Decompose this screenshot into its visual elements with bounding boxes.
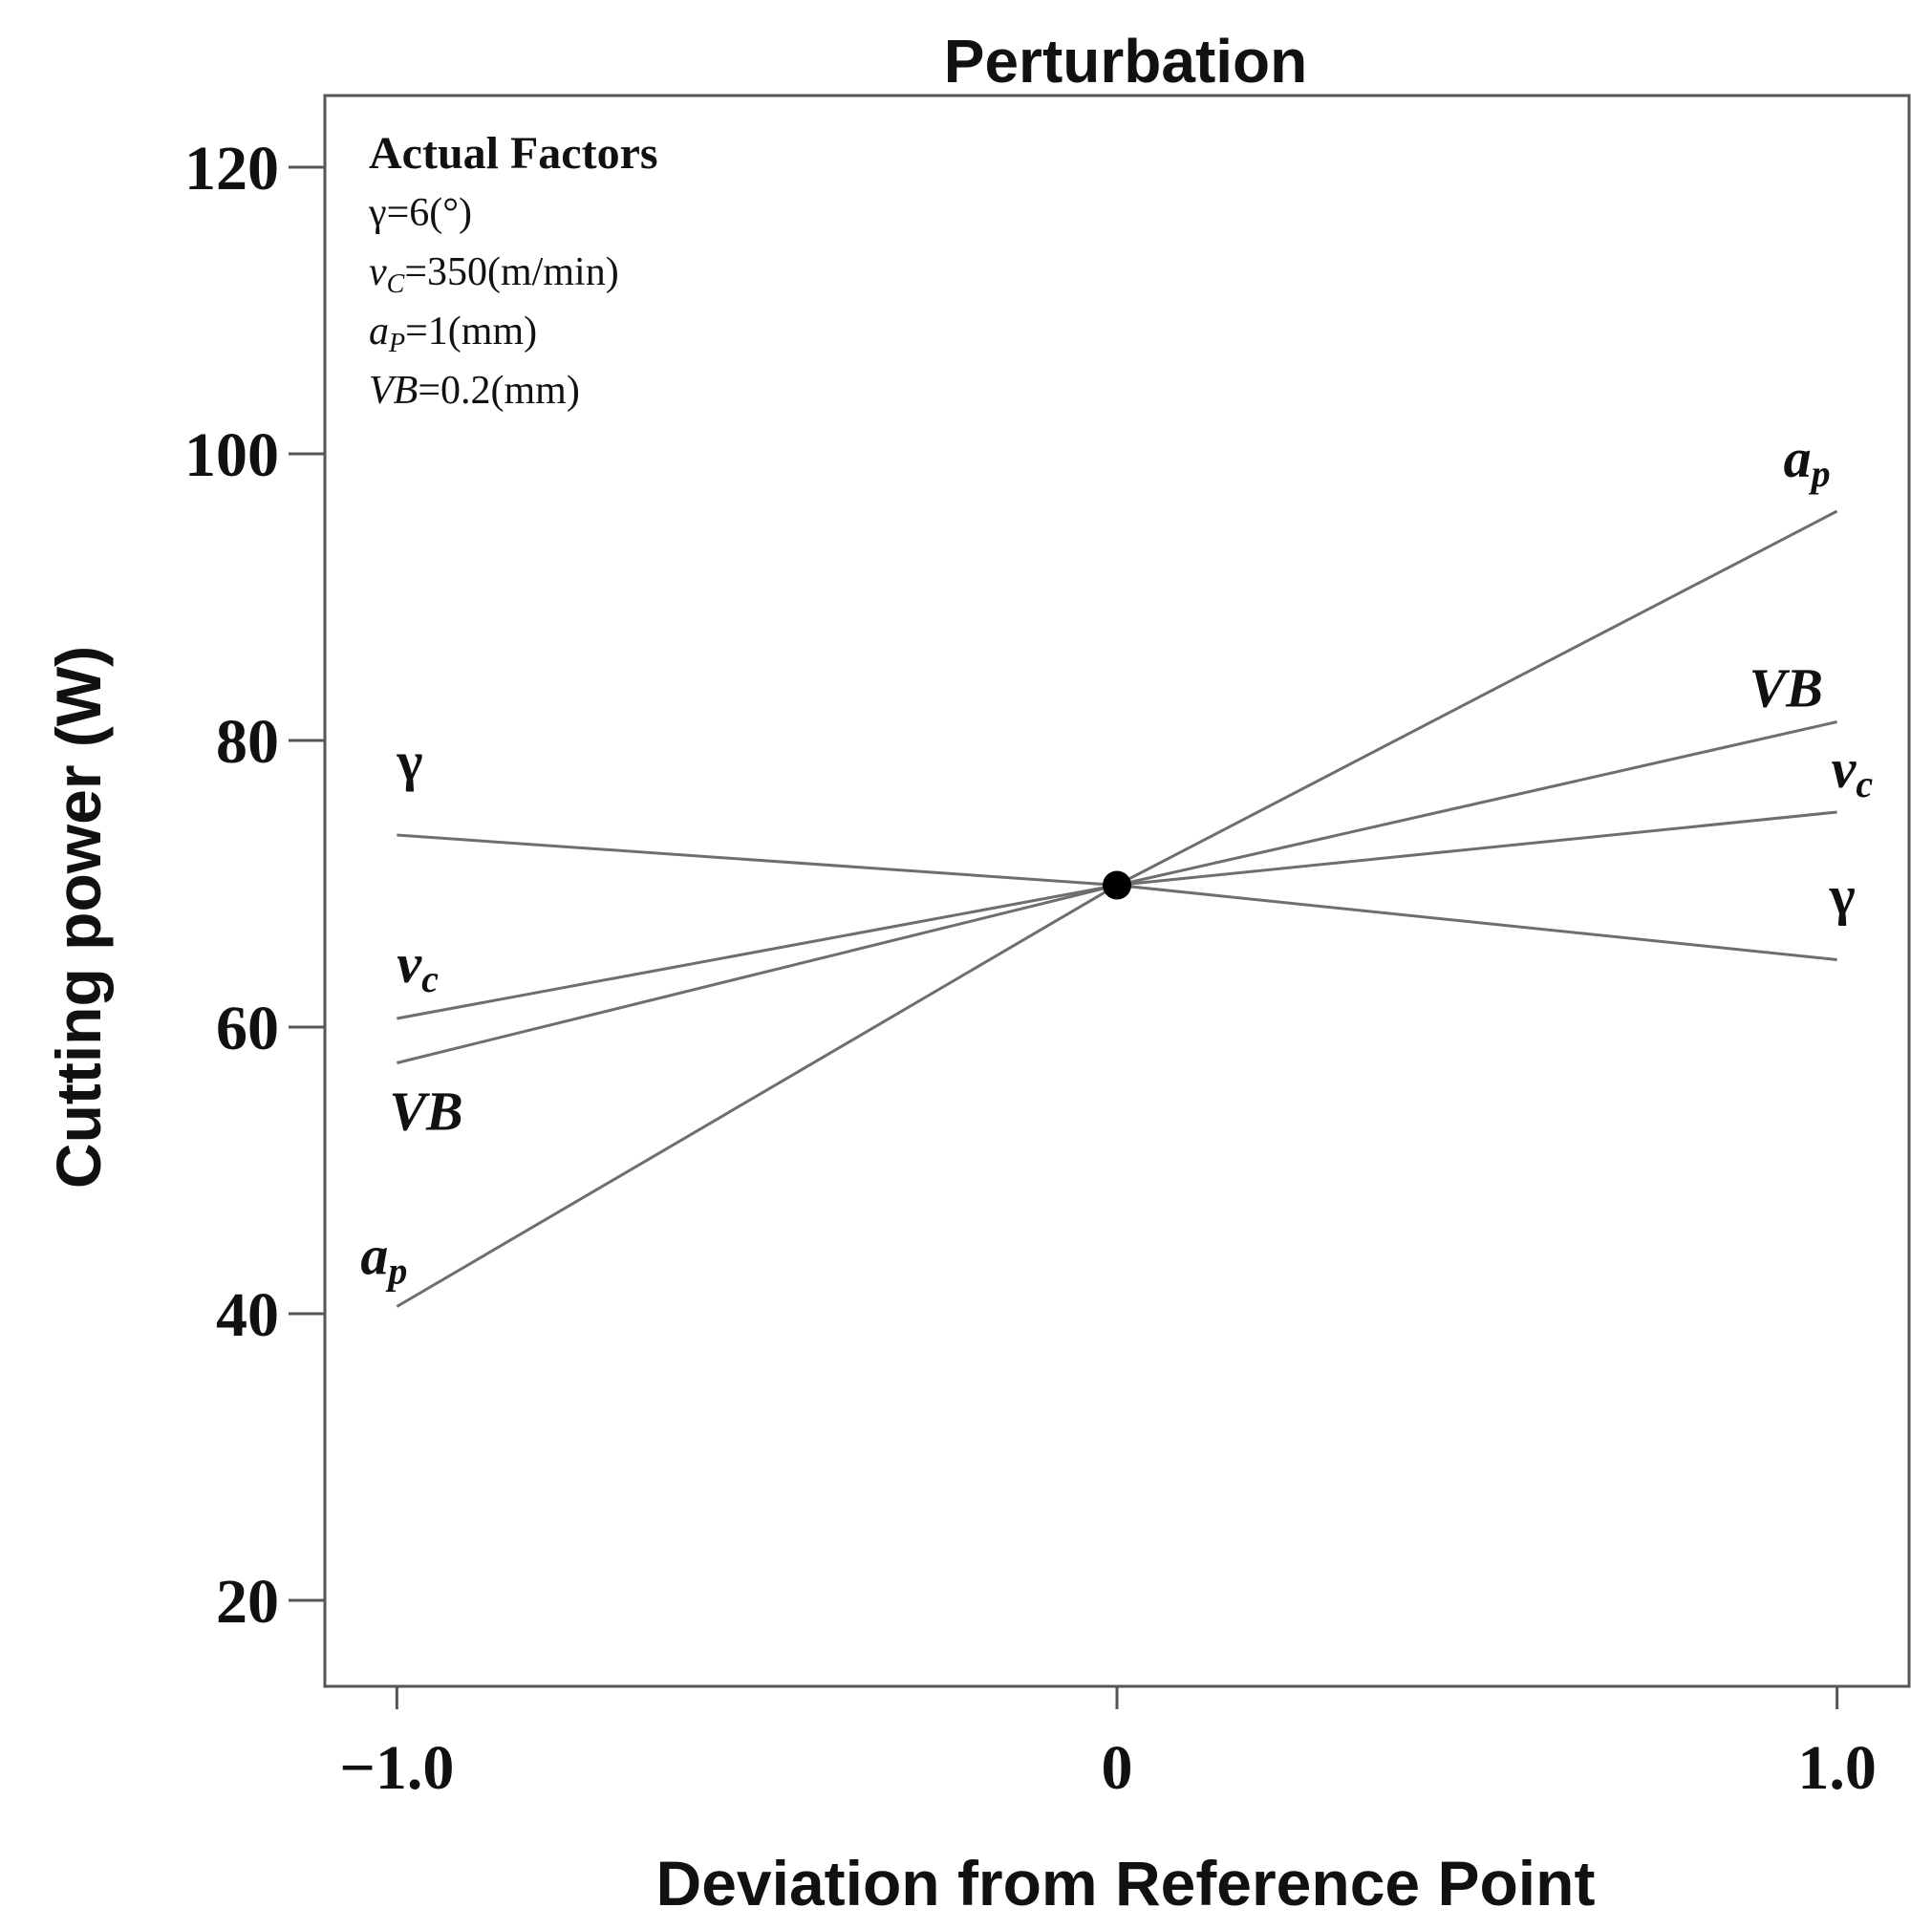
x-tick-label: 1.0 <box>1797 1733 1877 1803</box>
y-tick-label: 120 <box>184 134 279 204</box>
actual-factor-line: vC=350(m/min) <box>369 250 619 299</box>
actual-factor-line: γ=6(°) <box>368 191 472 235</box>
x-tick-label: 0 <box>1102 1733 1133 1803</box>
y-tick-label: 20 <box>216 1567 279 1637</box>
chart-title: Perturbation <box>944 27 1307 96</box>
reference-point-marker <box>1103 870 1131 900</box>
y-tick-label: 40 <box>216 1280 279 1350</box>
series-label-a-left: ap <box>360 1225 407 1293</box>
reference-marker-layer <box>1103 870 1131 900</box>
series-label-vb-left: VB <box>389 1081 462 1143</box>
series-line-a <box>396 509 1838 1308</box>
actual-factor-line: VB=0.2(mm) <box>369 369 580 413</box>
x-axis-title: Deviation from Reference Point <box>656 1848 1596 1918</box>
y-tick-label: 100 <box>184 420 279 490</box>
series-label-gamma-right: γ <box>1829 865 1856 927</box>
y-axis-title: Cutting power (W) <box>43 646 114 1189</box>
x-axis: −1.0 0 1.0 <box>339 1686 1877 1803</box>
actual-factors-list: γ=6(°) vC=350(m/min) aP=1(mm) VB=0.2(mm) <box>368 191 619 413</box>
actual-factor-line: aP=1(mm) <box>369 310 537 358</box>
y-tick-label: 60 <box>216 994 279 1063</box>
series-label-v-left: vc <box>397 932 439 1000</box>
series-label-vb-right: VB <box>1750 657 1823 719</box>
series-line-v <box>397 810 1837 1020</box>
x-tick-label: −1.0 <box>339 1733 454 1803</box>
series-label-v-right: vc <box>1832 738 1874 805</box>
actual-factors-title: Actual Factors <box>369 128 658 179</box>
series-lines <box>396 509 1838 1308</box>
series-label-a-right: ap <box>1784 427 1831 495</box>
actual-factors-box: Actual Factors γ=6(°) vC=350(m/min) aP=1(m… <box>368 128 658 413</box>
y-axis: 20 40 60 80 100 120 <box>184 134 325 1637</box>
y-tick-label: 80 <box>216 707 279 777</box>
series-label-gamma-left: γ <box>396 730 422 792</box>
